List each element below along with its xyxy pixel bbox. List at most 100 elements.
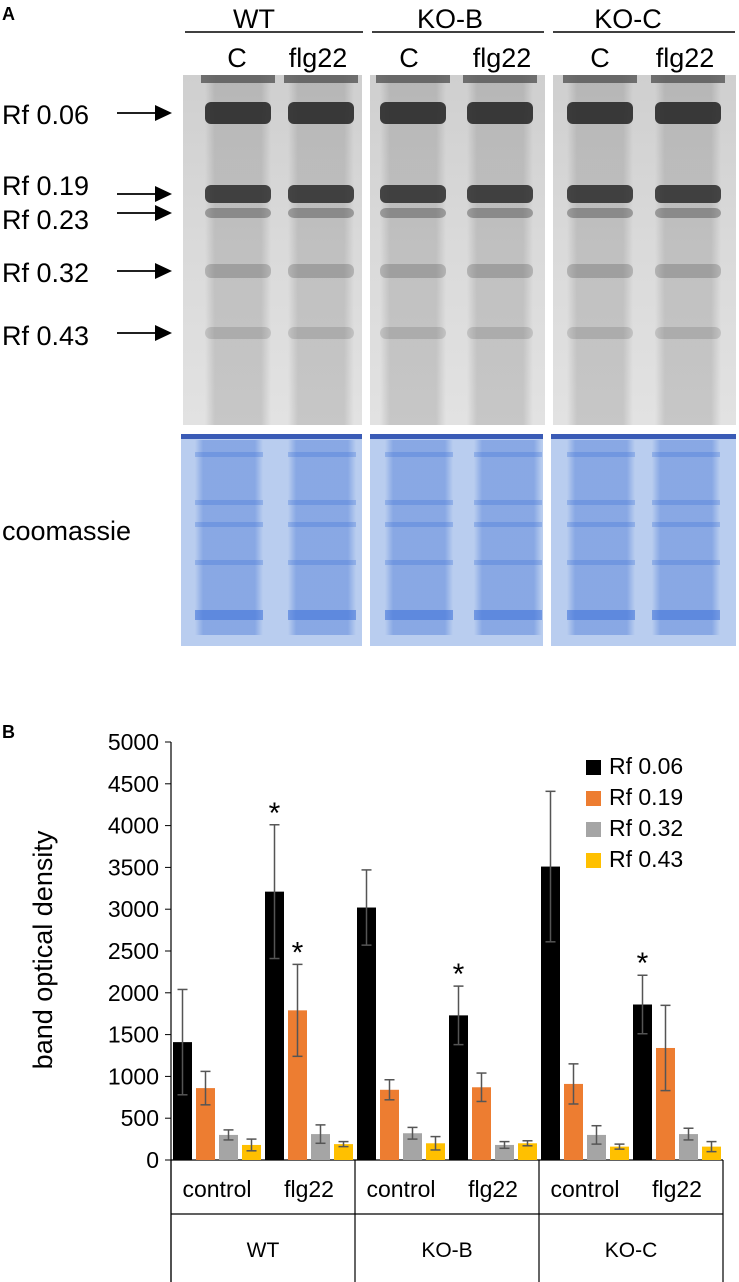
coomassie-band [567,452,635,457]
legend-label: Rf 0.43 [609,846,683,872]
coomassie-band [567,522,635,527]
bar [288,1010,307,1160]
band-label-rf-0.32: Rf 0.32 [2,258,89,288]
gel-bands [205,102,721,339]
significance-asterisk: * [637,947,649,980]
gel-band [205,102,271,124]
gel-band [567,327,633,339]
band-markers: Rf 0.06 Rf 0.19 Rf 0.23 Rf 0.32 Rf 0.43 [2,100,172,351]
coomassie-band [474,522,542,527]
gel-band [655,327,721,339]
gel-band [380,264,446,278]
zymogram-gel [183,75,736,425]
gel-band [655,208,721,218]
lane-label: C [399,43,419,73]
coomassie-band [567,500,635,505]
coomassie-lane [474,440,542,635]
gel-band [567,264,633,278]
coomassie-band [288,500,356,505]
coomassie-band [652,560,720,565]
coomassie-band [567,560,635,565]
legend-swatch [586,791,601,806]
gel-band [380,208,446,218]
coomassie-band [288,452,356,457]
panel-b: B band optical density 0 500 1000 1500 2000 2… [2,722,724,1282]
gel-well [651,75,725,83]
gel-well [201,75,275,83]
bar [610,1146,629,1160]
gel-lane [567,75,633,425]
lane-label: flg22 [473,43,532,73]
legend-label: Rf 0.06 [609,753,683,779]
genotype-label-ko-c: KO-C [594,4,662,34]
coomassie-lane [195,440,263,635]
coomassie-band [385,522,453,527]
y-tick-label: 5000 [108,729,159,755]
arrow-head-icon [155,325,172,341]
gel-band [467,102,533,124]
gel-band [288,264,354,278]
x-category-label: flg22 [284,1176,334,1202]
band-label-rf-0.23: Rf 0.23 [2,205,89,235]
significance-asterisk: * [292,936,304,969]
bar [311,1134,330,1160]
coomassie-band [474,500,542,505]
y-tick-label: 4000 [108,813,159,839]
y-tick-label: 2000 [108,980,159,1006]
coomassie-band [195,452,263,457]
x-category-label: control [550,1176,619,1202]
gel-band [655,185,721,203]
gel-lane [467,75,533,425]
group-label: WT [247,1239,280,1262]
coomassie-label: coomassie [2,516,131,546]
genotype-label-wt: WT [233,4,275,34]
legend-swatch [586,853,601,868]
bar [518,1143,537,1160]
gel-band [567,208,633,218]
genotype-label-ko-b: KO-B [417,4,483,34]
gel-well [463,75,537,83]
genotype-headers: WT KO-B KO-C [185,4,735,34]
y-tick-label: 2500 [108,938,159,964]
coomassie-band [385,610,453,620]
arrow-head-icon [155,186,172,202]
coomassie-band [652,452,720,457]
lane-label: flg22 [289,43,348,73]
lane-labels: C flg22 C flg22 C flg22 [227,43,714,73]
legend-swatch [586,822,601,837]
gel-band [655,264,721,278]
y-tick-label: 3000 [108,896,159,922]
gel-lane [205,75,271,425]
x-category-label: control [182,1176,251,1202]
legend-label: Rf 0.32 [609,815,683,841]
gel-band [380,185,446,203]
coomassie-band [474,452,542,457]
coomassie-band [652,522,720,527]
gel-band [288,185,354,203]
bar [357,907,376,1160]
coomassie-lanes [181,434,736,635]
gel-well [284,75,358,83]
y-tick-label: 4500 [108,771,159,797]
x-category-label: flg22 [468,1176,518,1202]
lane-label: flg22 [656,43,715,73]
x-category-label: flg22 [652,1176,702,1202]
coomassie-band [474,560,542,565]
coomassie-band [652,610,720,620]
lane-label: C [590,43,610,73]
gel-lane [288,75,354,425]
gel-band [567,102,633,124]
gel-band [205,208,271,218]
group-label: KO-B [421,1239,472,1262]
coomassie-gel: coomassie [2,434,736,646]
panel-b-letter: B [2,722,15,742]
gel-band [467,264,533,278]
coomassie-band [288,610,356,620]
bar [587,1134,606,1160]
bar [633,1004,652,1160]
coomassie-top-edge [181,434,362,439]
gel-lane [655,75,721,425]
y-tick-label: 3500 [108,854,159,880]
bar [656,1047,675,1160]
